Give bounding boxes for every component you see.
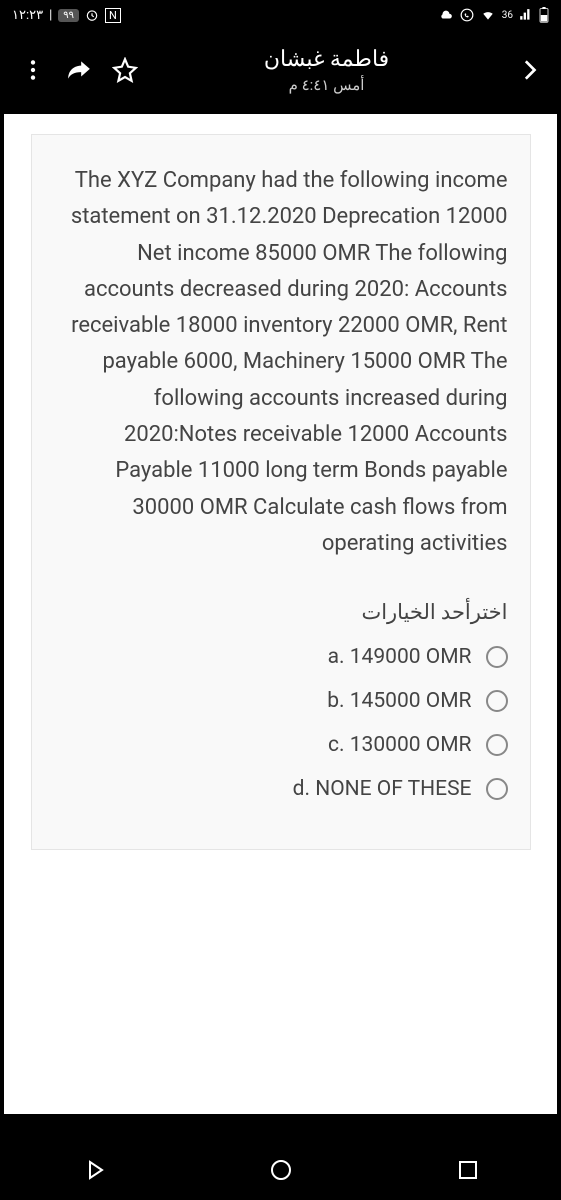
back-arrow-icon[interactable] — [515, 57, 541, 83]
nav-recent-icon[interactable] — [456, 1158, 480, 1182]
status-time: ١٢:٢٣ — [12, 8, 43, 23]
cloud-icon — [438, 8, 454, 22]
app-header: فاطمة غبشان أمس ٤:٤١ م — [0, 30, 561, 110]
system-nav-bar — [0, 1140, 561, 1200]
question-card: The XYZ Company had the following income… — [31, 134, 531, 850]
option-d[interactable]: d. NONE OF THESE — [54, 777, 508, 801]
n-icon: N — [105, 8, 121, 23]
more-menu-icon[interactable] — [20, 57, 46, 83]
status-right: 36 — [438, 7, 549, 23]
signal-icon — [519, 8, 533, 22]
header-actions — [20, 57, 138, 83]
contact-name: فاطمة غبشان — [138, 47, 515, 72]
radio-icon — [486, 690, 508, 712]
star-icon[interactable] — [112, 57, 138, 83]
whatsapp-icon — [460, 8, 474, 22]
message-timestamp: أمس ٤:٤١ م — [138, 76, 515, 94]
option-b-label: b. 145000 OMR — [327, 689, 471, 713]
wifi-icon — [480, 8, 496, 22]
header-title-block[interactable]: فاطمة غبشان أمس ٤:٤١ م — [138, 47, 515, 94]
status-left: ١٢:٢٣ | ٩٩ N — [12, 8, 121, 23]
alarm-icon — [85, 8, 99, 22]
radio-icon — [486, 646, 508, 668]
nav-back-icon[interactable] — [82, 1158, 106, 1182]
choose-one-label: اخترأحد الخيارات — [54, 600, 508, 625]
radio-icon — [486, 778, 508, 800]
notification-badge: ٩٩ — [58, 9, 79, 22]
option-c-label: c. 130000 OMR — [328, 733, 471, 757]
question-text: The XYZ Company had the following income… — [54, 163, 508, 562]
option-a-label: a. 149000 OMR — [328, 645, 472, 669]
forward-icon[interactable] — [66, 57, 92, 83]
content-area: The XYZ Company had the following income… — [4, 114, 557, 1114]
option-a[interactable]: a. 149000 OMR — [54, 645, 508, 669]
option-c[interactable]: c. 130000 OMR — [54, 733, 508, 757]
option-b[interactable]: b. 145000 OMR — [54, 689, 508, 713]
network-label: 36 — [502, 10, 513, 21]
radio-icon — [486, 734, 508, 756]
option-d-label: d. NONE OF THESE — [293, 777, 472, 801]
status-divider: | — [49, 8, 52, 23]
nav-home-icon[interactable] — [269, 1158, 293, 1182]
status-bar: ١٢:٢٣ | ٩٩ N 36 — [0, 0, 561, 30]
battery-icon — [539, 7, 549, 23]
